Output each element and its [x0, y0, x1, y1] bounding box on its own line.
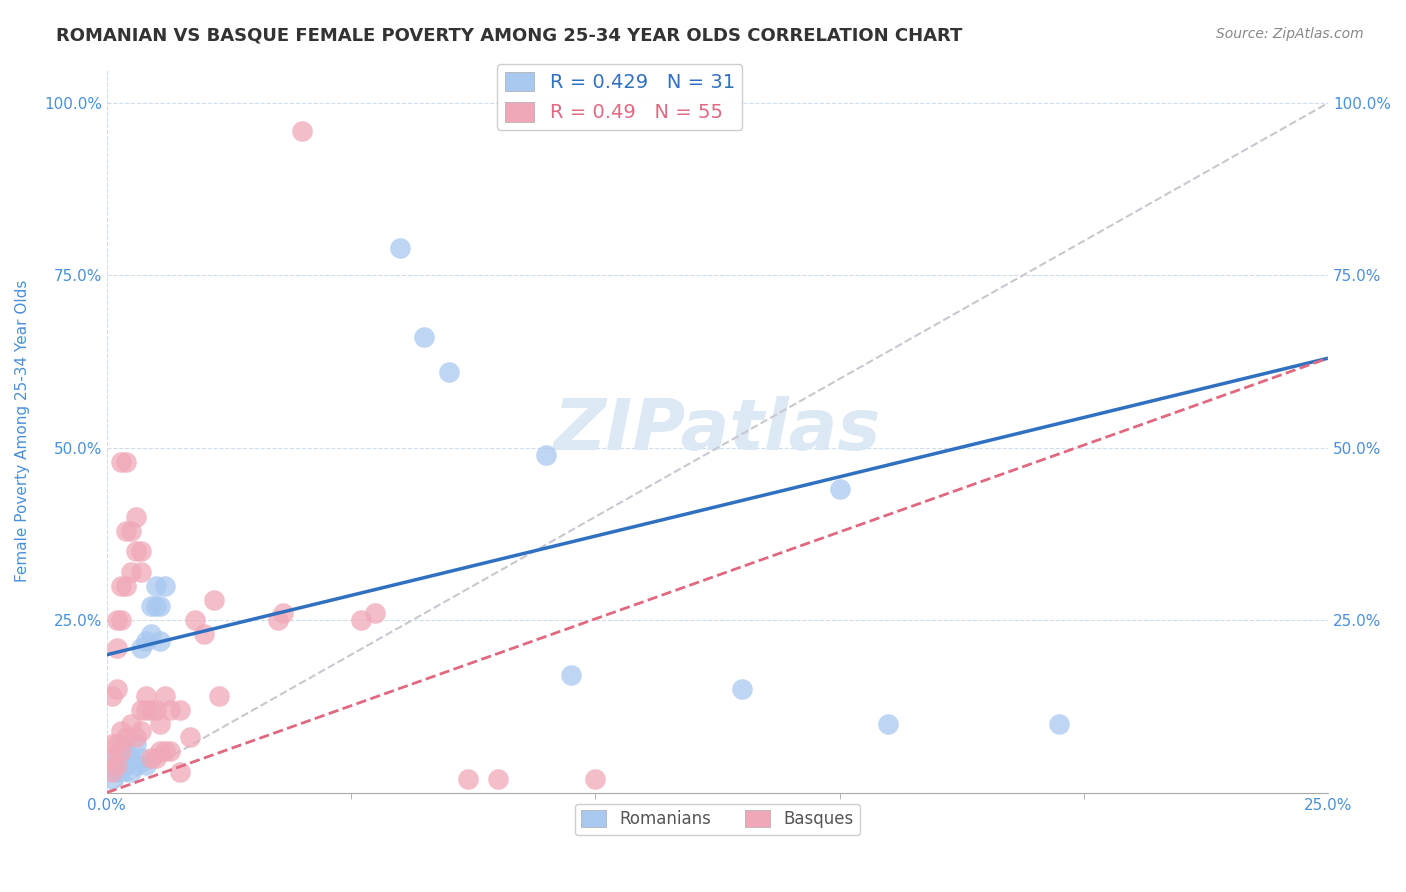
Point [208, 689, 231, 703]
Point [159, 744, 181, 758]
Point [145, 751, 167, 765]
Point [135, 634, 157, 648]
Point [139, 627, 162, 641]
Point [110, 744, 132, 758]
Point [105, 738, 128, 752]
Point [169, 703, 191, 717]
Point [560, 668, 582, 682]
Point [129, 565, 152, 579]
Point [139, 703, 162, 717]
Point [149, 634, 172, 648]
Point [105, 764, 128, 779]
Point [110, 764, 132, 779]
Point [115, 731, 138, 745]
Point [202, 592, 225, 607]
Point [413, 330, 436, 344]
Point [267, 613, 290, 627]
Point [120, 716, 142, 731]
Point [105, 613, 128, 627]
Point [125, 758, 148, 772]
Point [120, 751, 142, 765]
Point [291, 123, 314, 137]
Text: Source: ZipAtlas.com: Source: ZipAtlas.com [1216, 27, 1364, 41]
Point [139, 751, 162, 765]
Point [145, 599, 167, 614]
Point [149, 716, 172, 731]
Point [115, 524, 138, 538]
Point [731, 682, 754, 697]
Point [145, 579, 167, 593]
Point [155, 579, 177, 593]
Point [183, 613, 205, 627]
Point [536, 448, 558, 462]
Point [1049, 716, 1071, 731]
Text: ROMANIAN VS BASQUE FEMALE POVERTY AMONG 25-34 YEAR OLDS CORRELATION CHART: ROMANIAN VS BASQUE FEMALE POVERTY AMONG … [56, 27, 963, 45]
Point [388, 241, 411, 255]
Point [179, 731, 201, 745]
Point [139, 599, 162, 614]
Point [110, 579, 132, 593]
Point [100, 689, 122, 703]
Point [135, 758, 157, 772]
Point [110, 455, 132, 469]
Point [110, 613, 132, 627]
Point [125, 509, 148, 524]
Point [105, 751, 128, 765]
Point [155, 744, 177, 758]
Point [125, 738, 148, 752]
Point [271, 607, 294, 621]
Point [100, 764, 122, 779]
Point [120, 524, 142, 538]
Point [100, 751, 122, 765]
Point [105, 640, 128, 655]
Point [115, 744, 138, 758]
Point [105, 758, 128, 772]
Point [583, 772, 606, 786]
Text: ZIPatlas: ZIPatlas [554, 396, 882, 465]
Point [105, 682, 128, 697]
Point [350, 613, 373, 627]
Point [110, 723, 132, 738]
Point [115, 579, 138, 593]
Point [135, 689, 157, 703]
Point [129, 640, 152, 655]
Point [115, 455, 138, 469]
Point [193, 627, 215, 641]
Point [135, 703, 157, 717]
Point [100, 772, 122, 786]
Point [115, 758, 138, 772]
Point [129, 703, 152, 717]
Point [877, 716, 900, 731]
Point [159, 703, 181, 717]
Point [100, 738, 122, 752]
Point [364, 607, 387, 621]
Point [149, 744, 172, 758]
Point [145, 703, 167, 717]
Legend: Romanians, Basques: Romanians, Basques [575, 804, 860, 835]
Point [120, 565, 142, 579]
Point [129, 544, 152, 558]
Point [125, 544, 148, 558]
Point [129, 751, 152, 765]
Y-axis label: Female Poverty Among 25-34 Year Olds: Female Poverty Among 25-34 Year Olds [15, 279, 30, 582]
Point [149, 599, 172, 614]
Point [486, 772, 509, 786]
Point [120, 764, 142, 779]
Point [125, 731, 148, 745]
Point [110, 738, 132, 752]
Point [457, 772, 479, 786]
Point [828, 482, 851, 496]
Point [129, 723, 152, 738]
Point [169, 764, 191, 779]
Point [437, 365, 460, 379]
Point [155, 689, 177, 703]
